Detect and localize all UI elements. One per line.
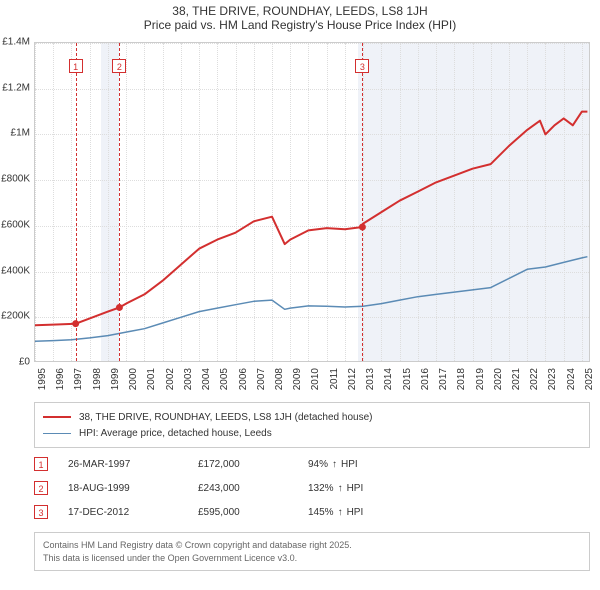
legend-item-hpi: HPI: Average price, detached house, Leed… — [43, 425, 581, 441]
title-address: 38, THE DRIVE, ROUNDHAY, LEEDS, LS8 1JH — [0, 4, 600, 18]
sale-marker-box: 1 — [34, 457, 48, 471]
x-tick-label: 2022 — [529, 368, 540, 390]
x-tick-label: 2023 — [547, 368, 558, 390]
attribution: Contains HM Land Registry data © Crown c… — [34, 532, 590, 571]
y-tick-label: £1.2M — [2, 82, 30, 93]
y-tick-label: £200K — [1, 311, 30, 322]
x-tick-label: 2000 — [128, 368, 139, 390]
x-tick-label: 2010 — [310, 368, 321, 390]
series-hpi — [35, 257, 587, 342]
sale-date: 17-DEC-2012 — [68, 507, 198, 518]
x-tick-label: 1996 — [55, 368, 66, 390]
x-tick-label: 2015 — [402, 368, 413, 390]
sale-marker-box: 1 — [69, 59, 83, 73]
x-tick-label: 2001 — [146, 368, 157, 390]
sale-hpi-pct: 94% — [308, 459, 328, 470]
sale-date: 18-AUG-1999 — [68, 483, 198, 494]
x-tick-label: 2006 — [238, 368, 249, 390]
x-tick-label: 1995 — [37, 368, 48, 390]
x-tick-label: 2020 — [493, 368, 504, 390]
x-tick-label: 2013 — [365, 368, 376, 390]
y-tick-label: £600K — [1, 219, 30, 230]
x-tick-label: 2016 — [420, 368, 431, 390]
sale-hpi-pct: 132% — [308, 483, 334, 494]
sales-row: 1 26-MAR-1997 £172,000 94% ↑ HPI — [34, 452, 590, 476]
x-tick-label: 2011 — [329, 368, 340, 390]
sale-marker-box: 2 — [112, 59, 126, 73]
x-tick-label: 2019 — [475, 368, 486, 390]
legend-item-price-paid: 38, THE DRIVE, ROUNDHAY, LEEDS, LS8 1JH … — [43, 409, 581, 425]
title-subtitle: Price paid vs. HM Land Registry's House … — [0, 18, 600, 32]
sale-marker-box: 3 — [355, 59, 369, 73]
attribution-line2: This data is licensed under the Open Gov… — [43, 552, 581, 565]
y-axis: £0£200K£400K£600K£800K£1M£1.2M£1.4M — [0, 42, 32, 362]
x-tick-label: 2024 — [566, 368, 577, 390]
x-tick-label: 1999 — [110, 368, 121, 390]
arrow-up-icon: ↑ — [338, 507, 343, 518]
sale-marker-line — [362, 43, 363, 361]
legend-label: HPI: Average price, detached house, Leed… — [79, 428, 272, 439]
sale-hpi: 94% ↑ HPI — [308, 459, 358, 470]
x-tick-label: 2014 — [383, 368, 394, 390]
series-price_paid — [35, 112, 587, 326]
x-tick-label: 2021 — [511, 368, 522, 390]
y-tick-label: £400K — [1, 265, 30, 276]
sale-date: 26-MAR-1997 — [68, 459, 198, 470]
x-tick-label: 2012 — [347, 368, 358, 390]
x-tick-label: 2008 — [274, 368, 285, 390]
attribution-line1: Contains HM Land Registry data © Crown c… — [43, 539, 581, 552]
x-tick-label: 2025 — [584, 368, 595, 390]
x-tick-label: 2007 — [256, 368, 267, 390]
x-tick-label: 2002 — [165, 368, 176, 390]
sale-marker-line — [119, 43, 120, 361]
sales-row: 3 17-DEC-2012 £595,000 145% ↑ HPI — [34, 500, 590, 524]
sale-price: £172,000 — [198, 459, 308, 470]
y-tick-label: £1.4M — [2, 37, 30, 48]
sale-hpi-pct: 145% — [308, 507, 334, 518]
sales-table: 1 26-MAR-1997 £172,000 94% ↑ HPI 2 18-AU… — [34, 452, 590, 524]
sale-hpi-suffix: HPI — [347, 507, 364, 518]
chart-container: 38, THE DRIVE, ROUNDHAY, LEEDS, LS8 1JH … — [0, 0, 600, 590]
x-tick-label: 1998 — [92, 368, 103, 390]
sale-hpi-suffix: HPI — [341, 459, 358, 470]
x-tick-label: 2009 — [292, 368, 303, 390]
sale-hpi-suffix: HPI — [347, 483, 364, 494]
x-tick-label: 2018 — [456, 368, 467, 390]
chart-plot-area: 1 2 3 — [34, 42, 590, 362]
arrow-up-icon: ↑ — [338, 483, 343, 494]
sales-row: 2 18-AUG-1999 £243,000 132% ↑ HPI — [34, 476, 590, 500]
legend-swatch — [43, 416, 71, 418]
sale-hpi: 145% ↑ HPI — [308, 507, 363, 518]
x-axis: 1995 1996 1997 1998 1999 2000 2001 2002 2003 2004… — [34, 364, 590, 404]
sale-marker-box: 2 — [34, 481, 48, 495]
legend: 38, THE DRIVE, ROUNDHAY, LEEDS, LS8 1JH … — [34, 402, 590, 448]
legend-swatch — [43, 433, 71, 434]
chart-svg — [35, 43, 590, 362]
x-tick-label: 2003 — [183, 368, 194, 390]
y-tick-label: £800K — [1, 174, 30, 185]
x-tick-label: 2005 — [219, 368, 230, 390]
sale-marker-box: 3 — [34, 505, 48, 519]
sale-price: £243,000 — [198, 483, 308, 494]
y-tick-label: £0 — [19, 357, 30, 368]
sale-marker-line — [76, 43, 77, 361]
y-tick-label: £1M — [11, 128, 30, 139]
arrow-up-icon: ↑ — [332, 459, 337, 470]
x-tick-label: 1997 — [73, 368, 84, 390]
sale-hpi: 132% ↑ HPI — [308, 483, 363, 494]
x-tick-label: 2004 — [201, 368, 212, 390]
title-block: 38, THE DRIVE, ROUNDHAY, LEEDS, LS8 1JH … — [0, 0, 600, 32]
legend-label: 38, THE DRIVE, ROUNDHAY, LEEDS, LS8 1JH … — [79, 412, 372, 423]
x-tick-label: 2017 — [438, 368, 449, 390]
sale-price: £595,000 — [198, 507, 308, 518]
